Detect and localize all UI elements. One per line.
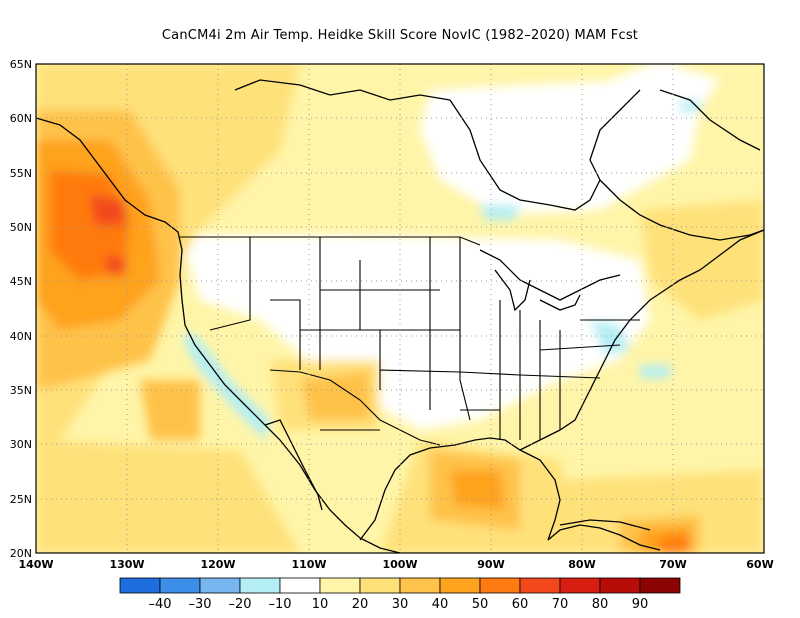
colorbar-swatch — [199, 577, 241, 594]
colorbar-tick-label: 20 — [352, 597, 369, 612]
lon-label: 80W — [568, 558, 595, 571]
colorbar-tick-label: 40 — [432, 597, 449, 612]
lat-label: 30N — [10, 438, 32, 451]
map-frame — [35, 63, 765, 554]
lon-labels: 140W 130W 120W 110W 100W 90W 80W 70W 60W — [18, 558, 773, 571]
lon-label: 140W — [18, 558, 53, 571]
colorbar-swatch — [359, 577, 401, 594]
colorbar: –40 –30 –20 –10 10 20 30 40 50 60 70 80 90 — [119, 577, 681, 612]
lon-label: 90W — [477, 558, 504, 571]
colorbar-tick-label: –10 — [268, 597, 291, 612]
colorbar-swatch — [319, 577, 361, 594]
lat-label: 60N — [10, 112, 32, 125]
lat-label: 20N — [10, 547, 32, 560]
lon-label: 60W — [746, 558, 773, 571]
colorbar-swatch — [599, 577, 641, 594]
lon-label: 130W — [109, 558, 144, 571]
lat-label: 35N — [10, 384, 32, 397]
lat-label: 55N — [10, 167, 32, 180]
colorbar-swatch — [159, 577, 201, 594]
colorbar-swatch — [479, 577, 521, 594]
skill-field — [36, 64, 764, 553]
colorbar-swatch — [239, 577, 281, 594]
lat-label: 50N — [10, 221, 32, 234]
colorbar-swatch — [399, 577, 441, 594]
chart-title: CanCM4i 2m Air Temp. Heidke Skill Score … — [161, 28, 639, 43]
colorbar-tick-label: 30 — [392, 597, 409, 612]
colorbar-tick-label: –20 — [228, 597, 251, 612]
lon-label: 110W — [291, 558, 326, 571]
lat-label: 45N — [10, 275, 32, 288]
colorbar-tick-label: 80 — [592, 597, 609, 612]
colorbar-tick-label: 50 — [472, 597, 489, 612]
colorbar-tick-label: –30 — [188, 597, 211, 612]
lat-label: 40N — [10, 330, 32, 343]
lon-label: 100W — [382, 558, 417, 571]
colorbar-tick-label: 70 — [552, 597, 569, 612]
lon-label: 70W — [659, 558, 686, 571]
colorbar-swatch — [559, 577, 601, 594]
colorbar-swatch — [119, 577, 161, 594]
colorbar-swatch — [439, 577, 481, 594]
colorbar-swatch — [519, 577, 561, 594]
colorbar-tick-label: 10 — [312, 597, 329, 612]
colorbar-swatch — [639, 577, 681, 594]
lat-label: 65N — [10, 58, 32, 71]
colorbar-tick-label: –40 — [148, 597, 171, 612]
lat-label: 25N — [10, 493, 32, 506]
colorbar-tick-label: 60 — [512, 597, 529, 612]
borders — [180, 236, 640, 446]
lat-labels: 65N 60N 55N 50N 45N 40N 35N 30N 25N 20N — [10, 58, 32, 560]
lon-label: 120W — [200, 558, 235, 571]
coastline — [36, 79, 764, 553]
colorbar-tick-label: 90 — [632, 597, 649, 612]
colorbar-swatch — [279, 577, 321, 594]
